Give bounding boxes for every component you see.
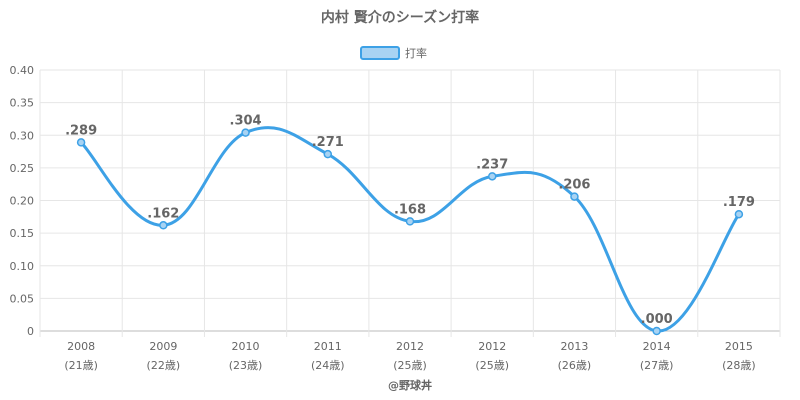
chart-title: 内村 賢介のシーズン打率 [321,9,479,26]
points-layer [76,128,744,336]
x-tick-age-label: (23歳) [229,359,263,372]
y-tick-label: 0 [27,325,34,338]
data-label: .179 [723,195,755,210]
data-point[interactable] [323,149,333,159]
legend-label: 打率 [405,46,427,60]
data-point[interactable] [734,209,744,219]
x-tick-label: 2009 [149,340,177,353]
data-point[interactable] [405,217,415,226]
data-label: .168 [394,202,426,217]
x-tick-age-label: (25歳) [475,359,509,372]
axes: 0 0.05 0.10 0.15 0.20 0.25 0.30 0.35 0.40 2008 (21… [10,64,756,372]
series-line-layer [80,126,741,333]
x-tick-age-label: (24歳) [311,359,345,372]
x-tick-label: 2012 [396,340,424,353]
y-tick-label: 0.10 [10,260,35,273]
legend-swatch [360,46,400,60]
credit-text: @野球丼 [388,378,432,392]
y-tick-label: 0.25 [10,162,35,175]
data-point[interactable] [570,192,579,201]
x-tick-age-label: (28歳) [722,359,756,372]
data-point[interactable] [241,128,250,137]
x-tick-age-label: (26歳) [558,359,592,372]
data-point[interactable] [487,172,497,181]
x-tick-label: 2014 [643,340,671,353]
x-tick-label: 2010 [232,340,260,353]
series-line [80,126,741,333]
data-label: .237 [476,157,508,172]
grid [39,69,781,337]
y-tick-label: 0.20 [10,195,35,208]
x-tick-age-label: (27歳) [640,359,674,372]
x-tick-age-label: (21歳) [64,359,98,372]
data-label: .304 [230,114,262,129]
data-point[interactable] [76,138,86,147]
x-tick-age-label: (22歳) [147,359,181,372]
data-labels-layer: .289 .162 .304 .271 .168 .237 .206 .000 .179 [65,114,755,327]
data-label: .162 [147,206,179,221]
y-tick-label: 0.15 [10,227,35,240]
data-label: .000 [641,312,673,327]
data-label: .271 [312,135,344,150]
y-tick-label: 0.40 [10,64,35,77]
data-point[interactable] [652,326,661,336]
x-tick-label: 2013 [560,340,588,353]
x-tick-label: 2015 [725,340,753,353]
legend[interactable]: 打率 [360,46,427,60]
x-tick-label: 2008 [67,340,95,353]
data-point[interactable] [159,221,168,230]
data-label: .206 [558,178,590,193]
y-tick-label: 0.30 [10,129,35,142]
y-tick-label: 0.05 [10,292,35,305]
x-tick-label: 2012 [478,340,506,353]
x-tick-label: 2011 [314,340,342,353]
data-label: .289 [65,123,97,138]
x-tick-age-label: (25歳) [393,359,427,372]
y-tick-label: 0.35 [10,97,35,110]
